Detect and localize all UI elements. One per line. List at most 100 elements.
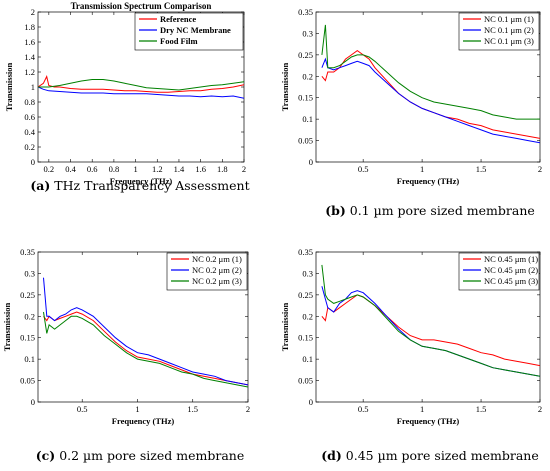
panel-caption: (a) THz Transparency Assessment	[30, 178, 249, 193]
legend-entry: NC 0.1 μm (3)	[484, 36, 534, 46]
panel-d: 0 0.05 0.1 0.15 0.2 0.25 0.3 0.35 0.5 1 1.5 2 Freque…	[280, 247, 542, 426]
x-tick-label: 2	[538, 164, 542, 174]
legend-entry: NC 0.45 μm (3)	[484, 276, 538, 286]
x-tick-label: 2	[538, 404, 542, 414]
legend: NC 0.1 μm (1)NC 0.1 μm (2)NC 0.1 μm (3)	[458, 12, 540, 51]
series-line-3	[38, 79, 244, 91]
panel-c: 0 0.05 0.1 0.15 0.2 0.25 0.3 0.35 0.5 1 1.5 2 Freque…	[2, 247, 250, 426]
y-tick-label: 0.15	[298, 93, 313, 103]
y-tick-label: 0.2	[302, 311, 313, 321]
legend-entry: Food Film	[160, 36, 198, 46]
x-tick-label: 1.5	[476, 404, 487, 414]
y-tick-label: 0.15	[20, 333, 35, 343]
series-line-3	[321, 24, 540, 120]
panel-caption: (b) 0.1 µm pore sized membrane	[325, 203, 535, 218]
x-tick-label: 1	[133, 164, 137, 174]
y-tick-label: 0.2	[24, 311, 35, 321]
series-line-1	[43, 311, 248, 386]
series-line-2	[321, 286, 540, 377]
y-tick-label: 1.4	[24, 52, 35, 62]
legend-entry: NC 0.2 μm (3)	[192, 276, 242, 286]
y-tick-label: 0.35	[298, 7, 313, 17]
series-line-2	[38, 86, 244, 99]
plot-frame	[315, 11, 541, 163]
x-axis-label: Frequency (THz)	[110, 176, 173, 186]
y-tick-label: 2	[31, 7, 35, 17]
y-axis-label: Transmission	[280, 302, 290, 351]
series-line-3	[321, 264, 540, 377]
y-tick-label: 1	[31, 82, 35, 92]
y-tick-label: 1.8	[24, 22, 35, 32]
series-line-3	[43, 311, 248, 388]
y-tick-label: 1.6	[24, 37, 35, 47]
x-tick-label: 2	[246, 404, 250, 414]
panel-caption-text: 0.2 µm pore sized membrane	[55, 448, 244, 463]
x-axis-label: Frequency (THz)	[397, 416, 460, 426]
x-tick-label: 1	[420, 404, 424, 414]
y-axis-label: Transmission	[280, 62, 290, 111]
plot-frame	[315, 251, 541, 403]
legend-entry: NC 0.45 μm (2)	[484, 265, 538, 275]
series-line-2	[321, 57, 540, 144]
y-tick-label: 0.1	[302, 354, 313, 364]
y-tick-label: 0	[309, 397, 313, 407]
x-tick-label: 0.5	[358, 164, 369, 174]
panel-b: 0 0.05 0.1 0.15 0.2 0.25 0.3 0.35 0.5 1 1.5 2 Freque…	[280, 7, 542, 186]
x-axis-label: Frequency (THz)	[112, 416, 175, 426]
y-tick-label: 0.8	[24, 97, 35, 107]
panel-label: (b)	[325, 203, 346, 218]
y-tick-label: 0.05	[298, 376, 313, 386]
panel-caption: (c) 0.2 µm pore sized membrane	[36, 448, 244, 463]
y-tick-label: 0	[309, 157, 313, 167]
y-tick-label: 0.2	[24, 142, 35, 152]
y-tick-label: 0.1	[302, 114, 313, 124]
y-tick-label: 0.25	[298, 290, 313, 300]
panel-a: 0 0.2 0.4 0.6 0.8 1 1.2 1.4 1.6 1.8 2 0.2 0.4 0.6 0.8 1…	[4, 1, 246, 186]
x-tick-label: 1.4	[174, 164, 185, 174]
x-tick-label: 1.2	[152, 164, 163, 174]
y-tick-label: 0	[31, 157, 35, 167]
legend: NC 0.45 μm (1)NC 0.45 μm (2)NC 0.45 μm (…	[458, 252, 540, 291]
plot-frame	[37, 251, 249, 403]
x-tick-label: 0.5	[77, 404, 88, 414]
legend-entry: Dry NC Membrane	[160, 25, 231, 35]
series-line-1	[38, 75, 244, 93]
y-tick-label: 0.3	[302, 28, 313, 38]
legend: NC 0.2 μm (1)NC 0.2 μm (2)NC 0.2 μm (3)	[166, 252, 248, 291]
legend-box	[458, 12, 540, 51]
series-line-1	[321, 294, 540, 367]
y-tick-label: 0.15	[298, 333, 313, 343]
panel-caption: (d) 0.45 µm pore sized membrane	[321, 448, 539, 463]
x-tick-label: 0.6	[87, 164, 98, 174]
panel-caption-text: 0.1 µm pore sized membrane	[346, 203, 535, 218]
legend-entry: NC 0.2 μm (2)	[192, 265, 242, 275]
y-tick-label: 0.3	[24, 268, 35, 278]
y-tick-label: 0.35	[298, 247, 313, 257]
legend-entry: NC 0.1 μm (1)	[484, 14, 534, 24]
x-tick-label: 1	[420, 164, 424, 174]
x-tick-label: 2	[242, 164, 246, 174]
y-tick-label: 0.3	[302, 268, 313, 278]
y-tick-label: 0.2	[302, 71, 313, 81]
x-tick-label: 0.5	[358, 404, 369, 414]
panel-label: (a)	[30, 178, 50, 193]
legend-entry: Reference	[160, 14, 196, 24]
x-tick-label: 1.5	[187, 404, 198, 414]
series-line-1	[321, 49, 540, 139]
x-tick-label: 0.4	[65, 164, 76, 174]
series-line-2	[43, 277, 248, 386]
panel-label: (c)	[36, 448, 55, 463]
x-tick-label: 0.2	[44, 164, 55, 174]
plot-title: Transmission Spectrum Comparison	[71, 1, 212, 11]
y-tick-label: 0.35	[20, 247, 35, 257]
x-tick-label: 1	[135, 404, 139, 414]
x-tick-label: 1.8	[217, 164, 228, 174]
panel-label: (d)	[321, 448, 342, 463]
y-axis-label: Transmission	[2, 302, 12, 351]
x-tick-label: 1.6	[195, 164, 206, 174]
panel-caption-text: THz Transparency Assessment	[50, 178, 249, 193]
y-tick-label: 0.6	[24, 112, 35, 122]
y-tick-label: 0.1	[24, 354, 35, 364]
